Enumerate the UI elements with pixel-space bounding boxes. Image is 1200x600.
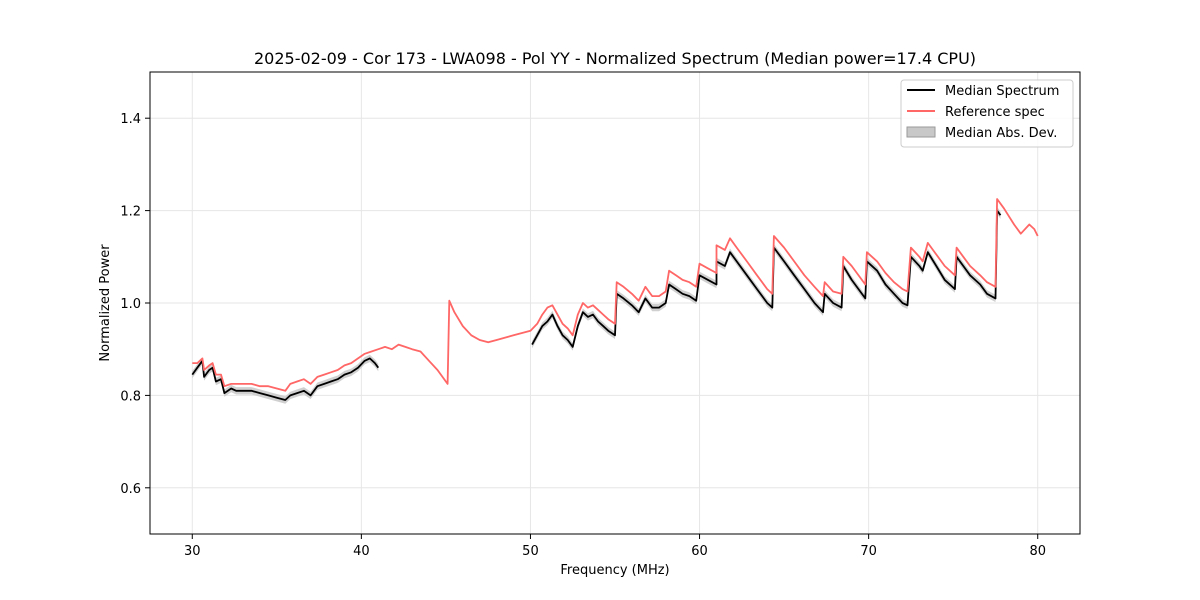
legend-box xyxy=(900,79,1074,148)
x-tick-label: 80 xyxy=(1029,544,1046,559)
y-tick-label: 1.2 xyxy=(120,205,141,220)
x-axis-ticks: 30 40 50 60 70 80 xyxy=(184,534,1046,559)
x-axis-label: Frequency (MHz) xyxy=(560,563,669,578)
median-spectrum-line xyxy=(531,209,1002,348)
y-tick-label: 0.8 xyxy=(120,389,141,404)
legend-swatch-mad xyxy=(906,126,936,138)
y-axis-label: Normalized Power xyxy=(98,244,113,362)
legend-label-mad: Median Abs. Dev. xyxy=(945,126,1057,141)
y-tick-label: 0.6 xyxy=(120,482,141,497)
x-tick-label: 60 xyxy=(691,544,708,559)
legend: Median Spectrum Reference spec Median Ab… xyxy=(900,79,1074,148)
y-tick-label: 1.4 xyxy=(120,112,141,127)
reference-spectrum-layer xyxy=(192,198,1039,392)
legend-label-reference: Reference spec xyxy=(945,105,1045,120)
x-tick-label: 30 xyxy=(184,544,201,559)
x-tick-label: 50 xyxy=(522,544,539,559)
x-tick-label: 70 xyxy=(860,544,877,559)
median-spectrum-line xyxy=(191,357,380,401)
chart-title: 2025-02-09 - Cor 173 - LWA098 - Pol YY -… xyxy=(254,49,976,68)
reference-spectrum-line xyxy=(192,198,1039,392)
median-spectrum-layer xyxy=(191,209,1002,401)
y-axis-ticks: 0.6 0.8 1.0 1.2 1.4 xyxy=(120,112,150,497)
x-tick-label: 40 xyxy=(353,544,370,559)
y-tick-label: 1.0 xyxy=(120,297,141,312)
legend-label-median: Median Spectrum xyxy=(945,84,1059,99)
